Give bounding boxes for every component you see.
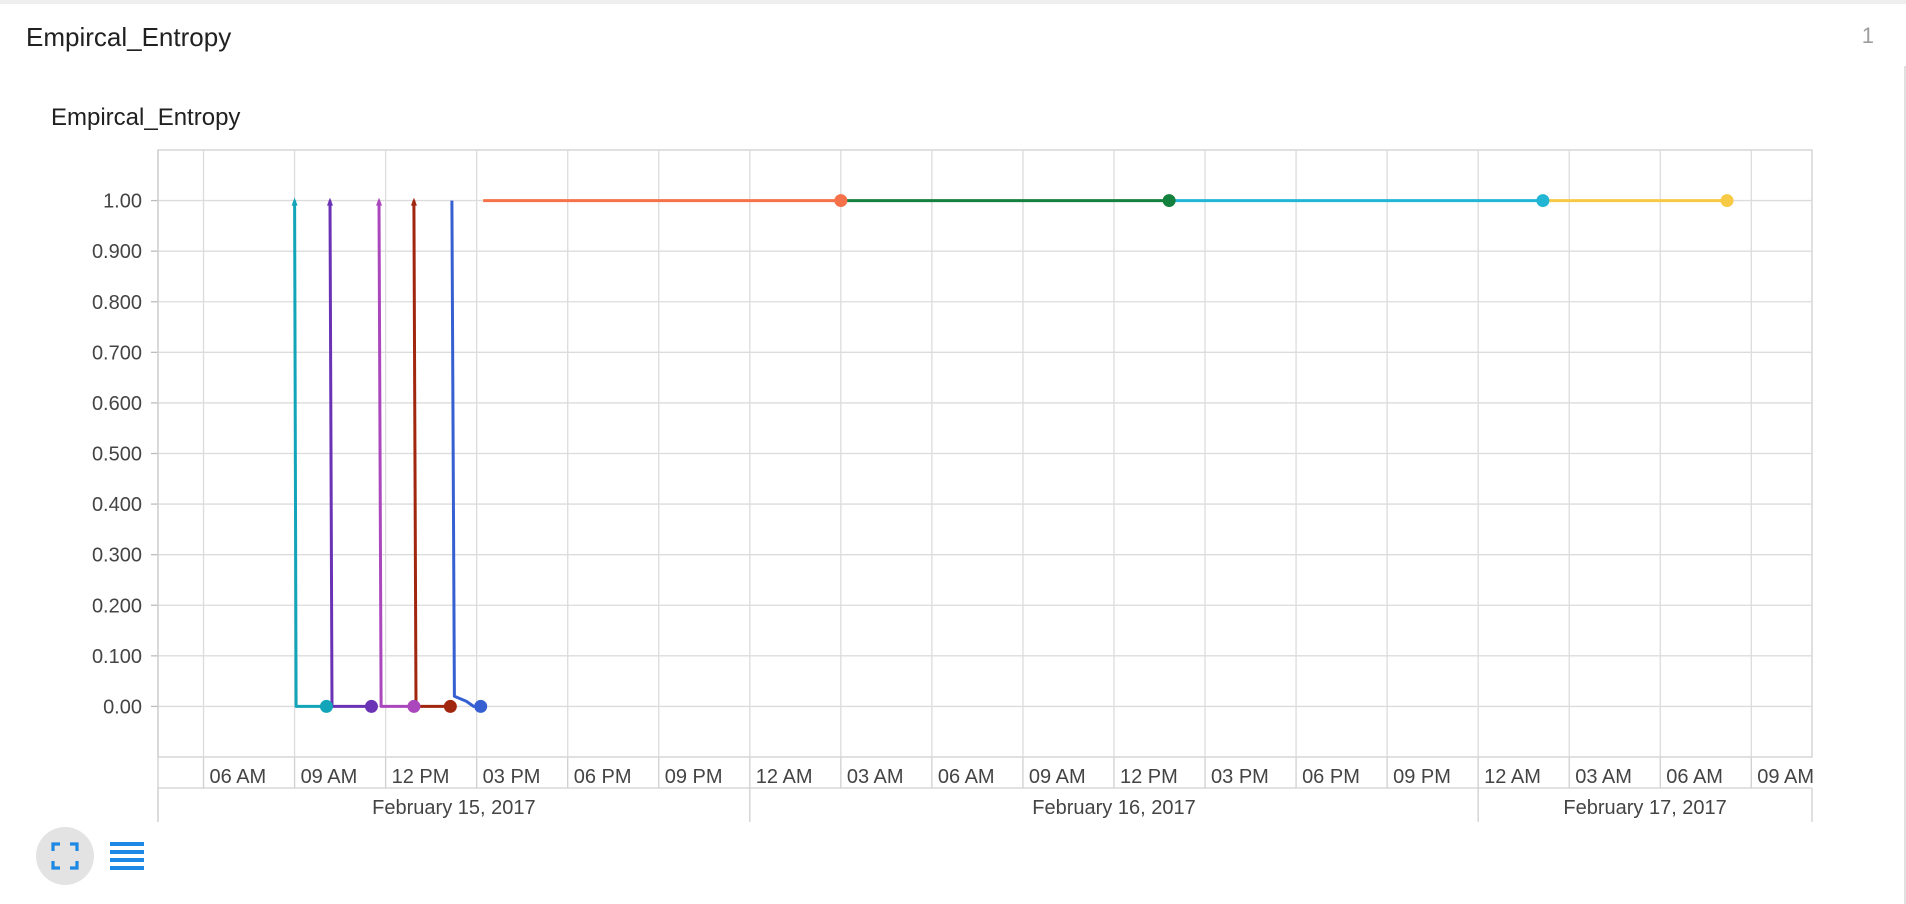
y-tick-label: 0.600 xyxy=(92,393,142,415)
grid-layer xyxy=(157,149,1813,758)
x-tick-label: 06 AM xyxy=(210,766,267,788)
x-tick-label: 12 PM xyxy=(392,766,450,788)
series-line xyxy=(293,200,327,708)
x-tick-label: 06 AM xyxy=(938,766,995,788)
x-tick-label: 03 PM xyxy=(1211,766,1269,788)
x-tick-label: 12 AM xyxy=(1484,766,1541,788)
x-tick-label: 06 AM xyxy=(1666,766,1723,788)
fullscreen-expand-icon xyxy=(51,842,79,870)
x-tick-label: 03 PM xyxy=(483,766,541,788)
series-endpoint-marker xyxy=(1162,194,1176,208)
date-label: February 16, 2017 xyxy=(1032,797,1195,819)
y-tick-label: 0.00 xyxy=(103,696,142,718)
x-tick-label: 09 PM xyxy=(665,766,723,788)
y-tick-label: 0.800 xyxy=(92,292,142,314)
series-peak xyxy=(376,197,383,206)
data-table-icon xyxy=(110,842,144,870)
series-peak xyxy=(291,197,298,206)
series-endpoint-marker xyxy=(474,699,488,713)
series-peak xyxy=(410,197,417,206)
marker-layer xyxy=(319,194,1734,713)
y-tick-label: 0.400 xyxy=(92,494,142,516)
x-tick-label: 09 PM xyxy=(1393,766,1451,788)
toggle-data-button[interactable] xyxy=(98,827,156,885)
y-tick-label: 0.200 xyxy=(92,595,142,617)
series-line xyxy=(377,200,414,708)
x-tick-label: 09 AM xyxy=(301,766,358,788)
chart-title: Empircal_Entropy xyxy=(51,104,241,131)
axis-layer: 1.00 0.900 0.800 0.700 0.600 0.500 0.400 0.300 0… xyxy=(92,150,1814,822)
series-layer xyxy=(291,197,1727,708)
y-tick-label: 0.500 xyxy=(92,444,142,466)
y-tick-label: 1.00 xyxy=(103,191,142,213)
series-endpoint-marker xyxy=(1536,194,1550,208)
series-endpoint-marker xyxy=(1720,194,1734,208)
series-endpoint-marker xyxy=(319,699,333,713)
series-endpoint-marker xyxy=(443,699,457,713)
x-tick-label: 12 PM xyxy=(1120,766,1178,788)
series-endpoint-marker xyxy=(834,194,848,208)
y-tick-label: 0.900 xyxy=(92,241,142,263)
x-tick-label: 12 AM xyxy=(756,766,813,788)
y-tick-label: 0.100 xyxy=(92,646,142,668)
y-tick-label: 0.700 xyxy=(92,342,142,364)
x-tick-label: 06 PM xyxy=(1302,766,1360,788)
card-edge xyxy=(1904,66,1906,904)
card-body xyxy=(0,66,1906,904)
x-tick-label: 09 AM xyxy=(1757,766,1814,788)
card-header: Empircal_Entropy 1 xyxy=(0,0,1906,66)
y-tick-label: 0.300 xyxy=(92,545,142,567)
x-tick-label: 03 AM xyxy=(847,766,904,788)
series-endpoint-marker xyxy=(407,699,421,713)
card-title: Empircal_Entropy xyxy=(26,22,232,52)
card-count: 1 xyxy=(1861,23,1874,48)
date-label: February 15, 2017 xyxy=(372,797,535,819)
x-tick-label: 03 AM xyxy=(1575,766,1632,788)
x-tick-label: 09 AM xyxy=(1029,766,1086,788)
x-tick-label: 06 PM xyxy=(574,766,632,788)
series-endpoint-marker xyxy=(364,699,378,713)
date-label: February 17, 2017 xyxy=(1563,797,1726,819)
series-peak xyxy=(326,197,333,206)
expand-button[interactable] xyxy=(36,827,94,885)
